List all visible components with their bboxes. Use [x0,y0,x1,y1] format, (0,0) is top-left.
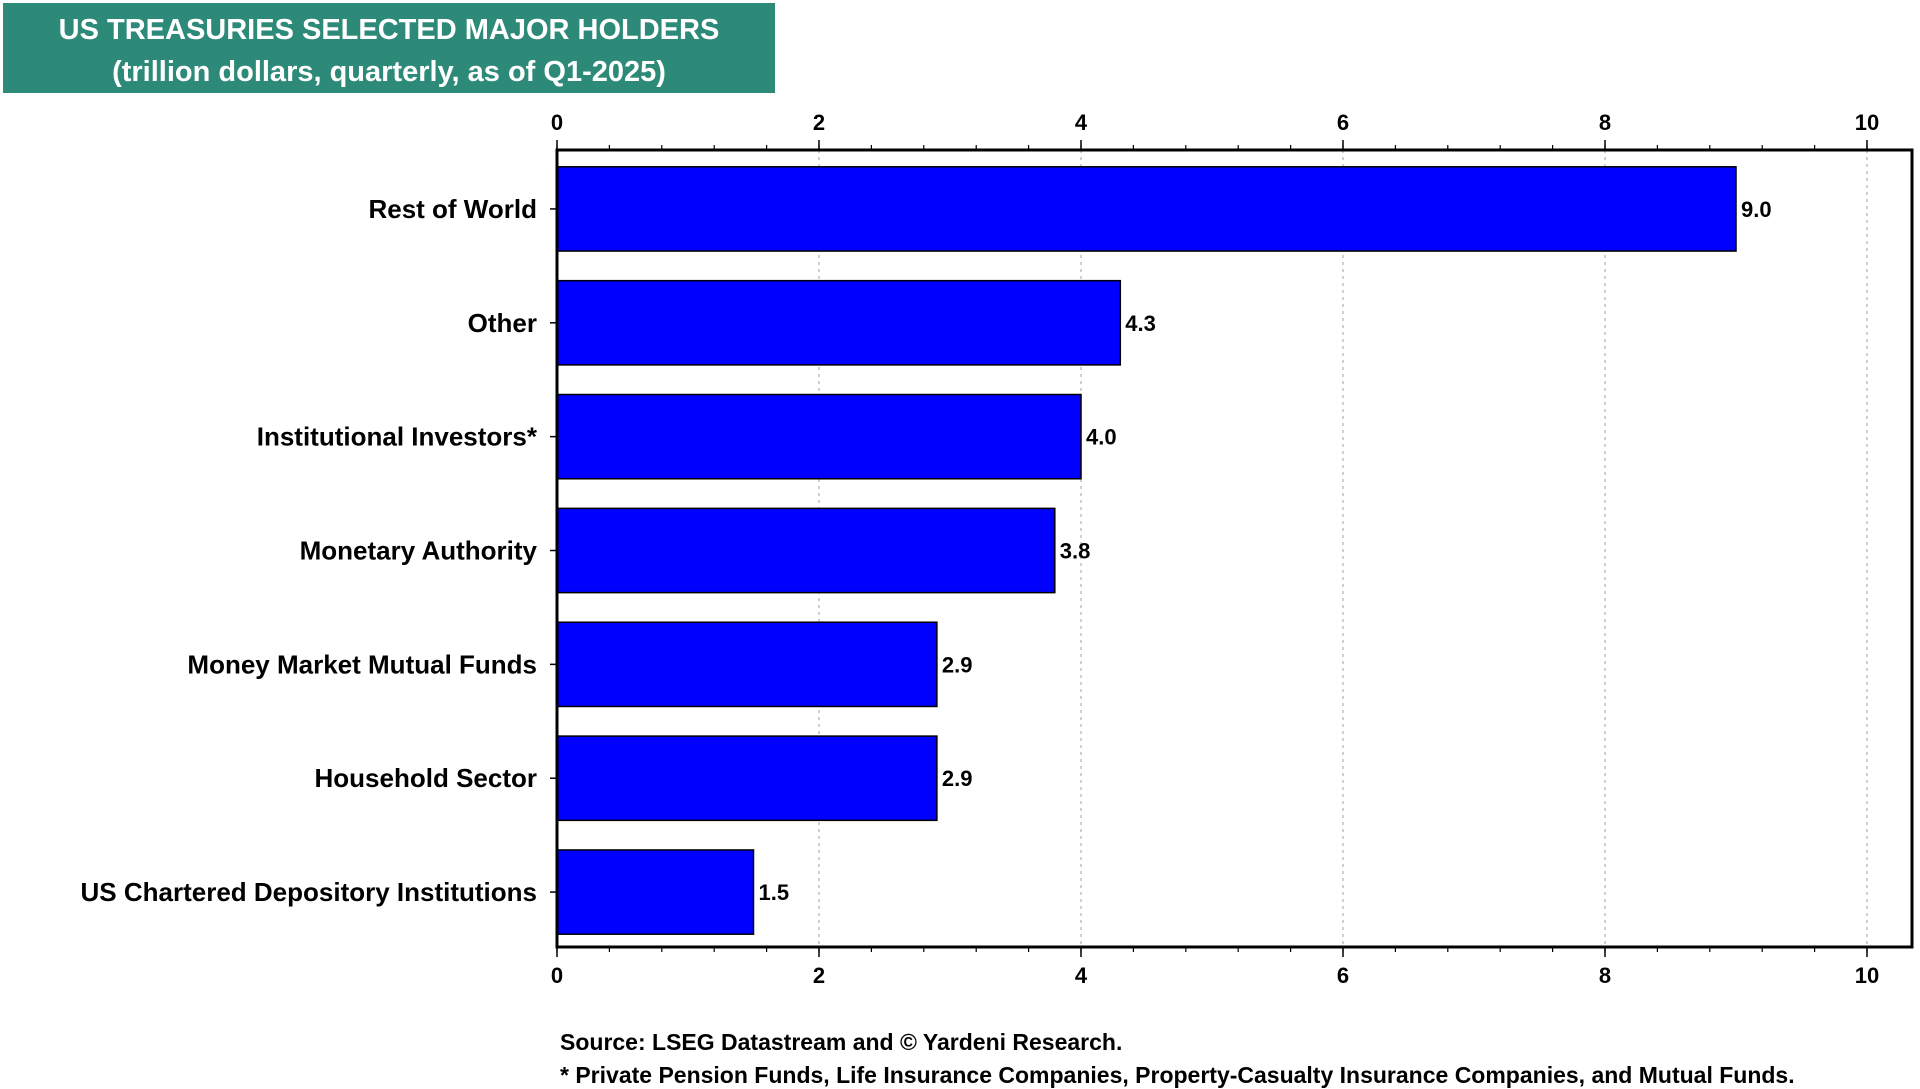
bar [556,507,1056,594]
x-tick-label-bottom: 10 [1855,963,1879,988]
bar-value-label: 2.9 [942,766,973,791]
bar-value-label: 2.9 [942,652,973,677]
bar-value-label: 4.0 [1086,425,1117,450]
chart-subtitle: (trillion dollars, quarterly, as of Q1-2… [112,56,666,88]
bar-value-label: 4.3 [1125,311,1156,336]
bar-value-label: 3.8 [1060,539,1091,564]
x-tick-label-top: 0 [551,110,563,135]
chart-title: US TREASURIES SELECTED MAJOR HOLDERS [58,14,720,46]
plot-frame [555,148,1914,949]
category-label: Monetary Authority [300,536,538,566]
chart-title-box: US TREASURIES SELECTED MAJOR HOLDERS (tr… [3,3,775,93]
category-label: Household Sector [315,763,537,793]
x-tick-label-top: 2 [813,110,825,135]
x-tick-label-bottom: 0 [551,963,563,988]
x-tick-label-top: 10 [1855,110,1879,135]
x-tick-label-top: 6 [1337,110,1349,135]
category-label: US Chartered Depository Institutions [81,877,538,907]
bar [556,279,1122,366]
footnote: * Private Pension Funds, Life Insurance … [560,1062,1795,1088]
bar [556,621,938,708]
x-tick-label-bottom: 4 [1075,963,1088,988]
bar [556,849,755,935]
x-tick-label-bottom: 6 [1337,963,1349,988]
category-label: Other [468,308,537,338]
x-tick-label-bottom: 8 [1599,963,1611,988]
bar [556,166,1737,252]
bar [556,735,938,822]
x-tick-label-top: 8 [1599,110,1611,135]
category-label: Money Market Mutual Funds [187,649,537,679]
bar-value-label: 1.5 [759,880,790,905]
x-tick-label-top: 4 [1075,110,1088,135]
x-tick-label-bottom: 2 [813,963,825,988]
category-label: Rest of World [368,194,537,224]
bar-value-label: 9.0 [1741,197,1772,222]
bar [556,393,1082,480]
category-label: Institutional Investors* [257,422,538,452]
source-note: Source: LSEG Datastream and © Yardeni Re… [560,1029,1123,1055]
